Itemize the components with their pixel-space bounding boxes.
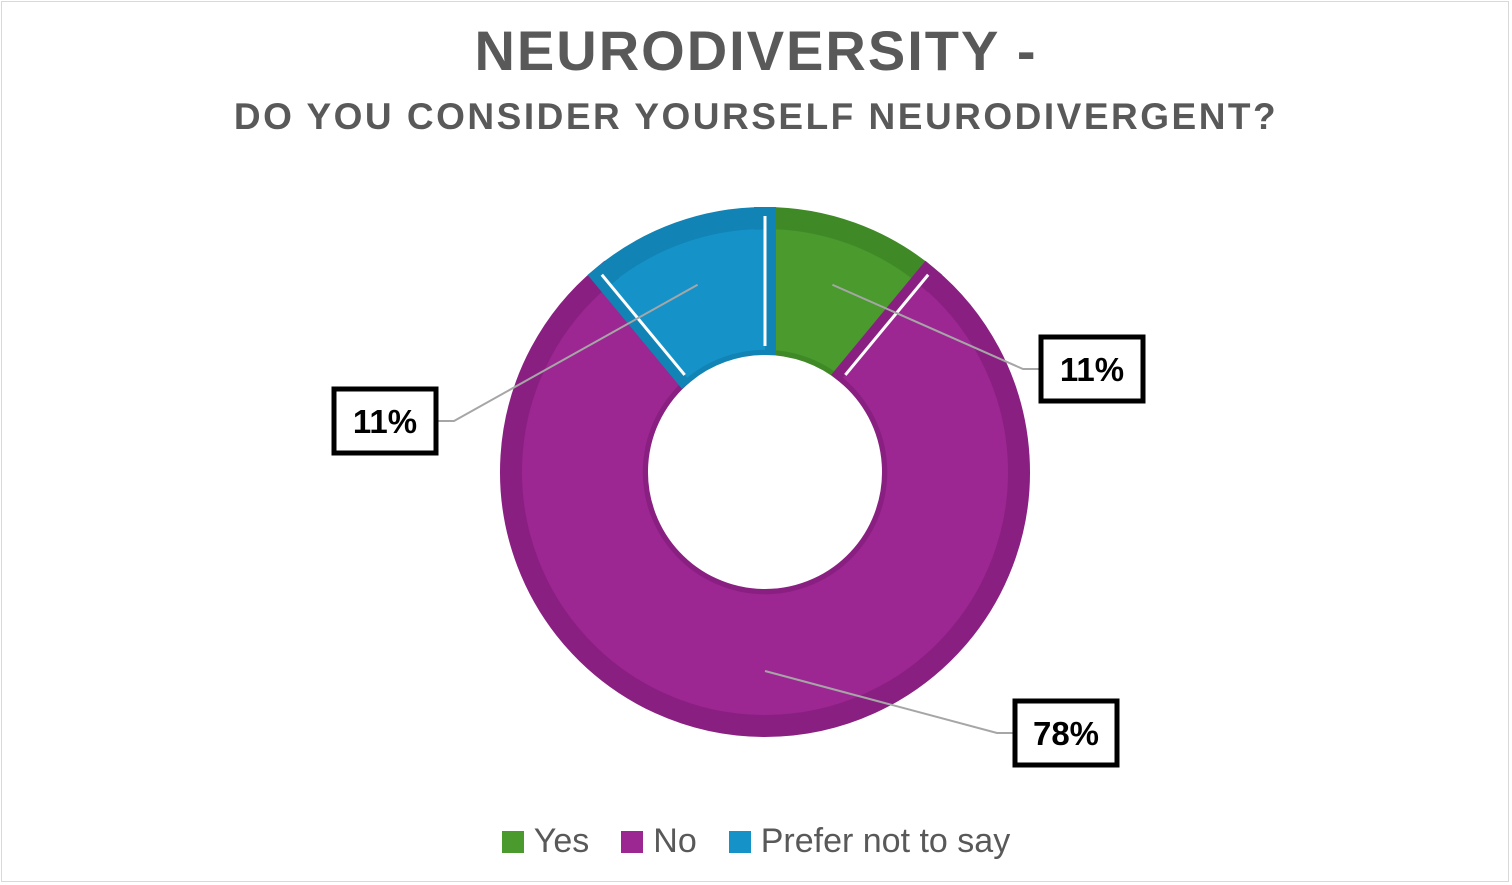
legend-item-prefer-not-to-say: Prefer not to say [728,822,1011,861]
legend-label-yes: Yes [533,822,590,860]
data-label-box-yes [1038,334,1146,404]
data-label-no: 78% [1033,715,1099,752]
legend-label-prefer-not-to-say: Prefer not to say [760,822,1011,860]
legend-label-no: No [653,822,697,860]
leader-line-yes [832,283,1041,370]
legend-item-no: No [621,822,697,861]
data-label-yes: 11% [1060,351,1124,388]
chart-subtitle: DO YOU CONSIDER YOURSELF NEURODIVERGENT? [233,96,1279,137]
slice-separator [844,273,930,376]
chart-legend: Yes No Prefer not to say [0,822,1512,861]
data-label-box-no [1012,698,1120,768]
legend-swatch-yes [501,830,524,853]
chart-title: NEURODIVERSITY - [474,19,1038,82]
legend-item-yes: Yes [501,822,590,861]
slice-fill-no [522,285,1008,715]
legend-swatch-no [621,830,644,853]
leader-line-prefer-not-to-say [436,283,699,422]
data-label-box-prefer-not-to-say [331,386,439,456]
slice-fill-prefer-not-to-say [610,229,765,378]
data-label-prefer-not-to-say: 11% [353,403,417,440]
slice-fill-yes [765,229,920,378]
slice-separator [600,273,686,376]
leader-line-no [764,670,1015,734]
legend-swatch-prefer-not-to-say [728,830,751,853]
